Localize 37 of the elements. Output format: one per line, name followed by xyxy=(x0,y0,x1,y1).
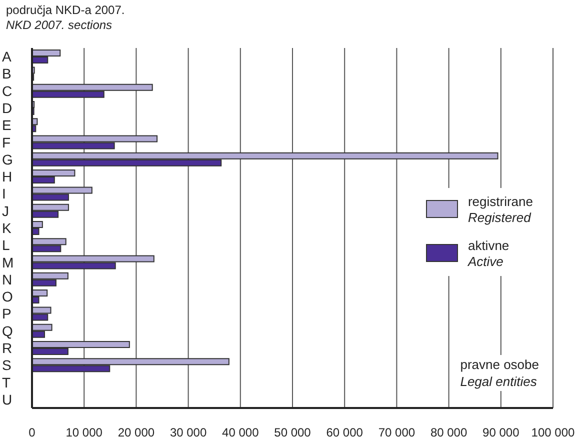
y-tick-label: M xyxy=(2,254,14,270)
y-tick-label: C xyxy=(2,82,12,99)
x-tick-label: 40 000 xyxy=(222,426,260,439)
x-tick-label: 100 000 xyxy=(531,426,576,439)
chart-subtitle: NKD 2007. sections xyxy=(6,18,114,33)
y-tick-label: S xyxy=(2,357,12,374)
legend-label: aktivne Active xyxy=(468,238,510,270)
y-tick-label: K xyxy=(2,220,12,236)
x-tick-label: 50 000 xyxy=(274,426,312,439)
y-tick-label: F xyxy=(2,134,11,150)
y-tick-label: E xyxy=(2,117,12,134)
y-tick-label: G xyxy=(2,151,13,168)
legend-label: registrirane Registered xyxy=(468,194,533,226)
y-tick-label: H xyxy=(2,168,12,185)
x-tick-label: 90 000 xyxy=(482,426,520,439)
x-tick-label: 30 000 xyxy=(170,426,207,439)
y-tick-label: N xyxy=(2,271,12,288)
y-tick-label: U xyxy=(2,391,12,408)
y-tick-label: Q xyxy=(2,322,13,339)
x-tick-label: 80 000 xyxy=(430,426,468,439)
y-tick-label: B xyxy=(2,66,12,82)
x-tick-label: 0 xyxy=(28,426,36,439)
y-tick-label: R xyxy=(2,340,12,356)
annotation: pravne osobe Legal entities xyxy=(460,356,539,390)
y-tick-label: O xyxy=(2,288,13,305)
y-tick-label: A xyxy=(2,48,12,65)
x-tick-label: 70 000 xyxy=(378,426,416,439)
x-tick-label: 10 000 xyxy=(66,426,103,439)
y-tick-label: I xyxy=(2,186,6,202)
x-tick-label: 60 000 xyxy=(326,426,364,439)
y-tick-label: D xyxy=(2,100,12,116)
y-tick-label: T xyxy=(2,374,11,390)
y-tick-label: L xyxy=(2,237,10,254)
y-tick-label: J xyxy=(2,202,9,219)
chart-title: područja NKD-a 2007. xyxy=(6,3,125,18)
y-tick-label: P xyxy=(2,306,12,322)
x-tick-label: 20 000 xyxy=(118,426,155,439)
